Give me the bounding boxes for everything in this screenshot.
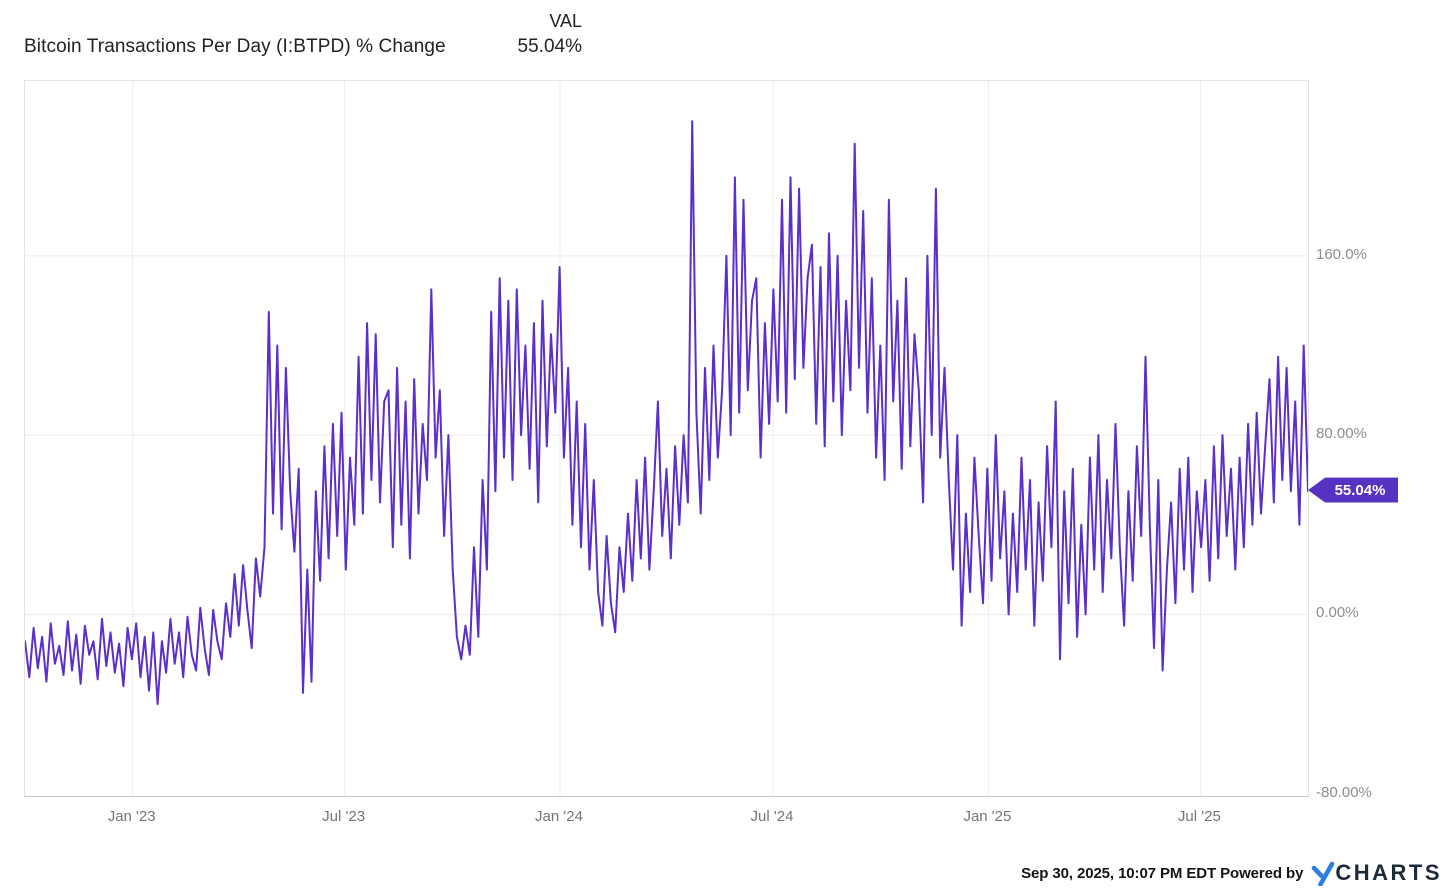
series-line <box>25 120 1308 706</box>
legend-val-label: VAL <box>549 11 582 31</box>
x-tick-label: Jan '25 <box>963 808 1012 825</box>
legend-value-column: VAL 55.04% <box>462 8 582 60</box>
badge-text: 55.04% <box>1334 481 1386 499</box>
ycharts-logo[interactable]: CHARTS <box>1311 860 1442 886</box>
x-tick-label: Jul '24 <box>750 808 794 825</box>
footer: Sep 30, 2025, 10:07 PM EDT Powered by CH… <box>1021 860 1442 886</box>
latest-value-badge: 55.04% <box>1308 477 1398 503</box>
line-chart-svg <box>25 81 1308 796</box>
y-tick-label: 0.00% <box>1316 604 1359 622</box>
ycharts-wordmark: CHARTS <box>1335 860 1442 885</box>
x-tick-label: Jul '23 <box>322 808 366 825</box>
chart-title: Bitcoin Transactions Per Day (I:BTPD) % … <box>24 36 446 57</box>
x-tick-label: Jul '25 <box>1177 808 1221 825</box>
plot-area[interactable] <box>24 80 1309 797</box>
ycharts-y-icon <box>1312 861 1335 886</box>
x-tick-label: Jan '24 <box>535 808 583 825</box>
timestamp: Sep 30, 2025, 10:07 PM EDT Powered by <box>1021 864 1304 882</box>
y-tick-label: 80.00% <box>1316 425 1367 443</box>
legend-val-value: 55.04% <box>517 36 582 57</box>
x-tick-label: Jan '23 <box>107 808 156 825</box>
y-tick-label: 160.0% <box>1316 245 1367 263</box>
y-tick-label: -80.00% <box>1316 783 1372 801</box>
